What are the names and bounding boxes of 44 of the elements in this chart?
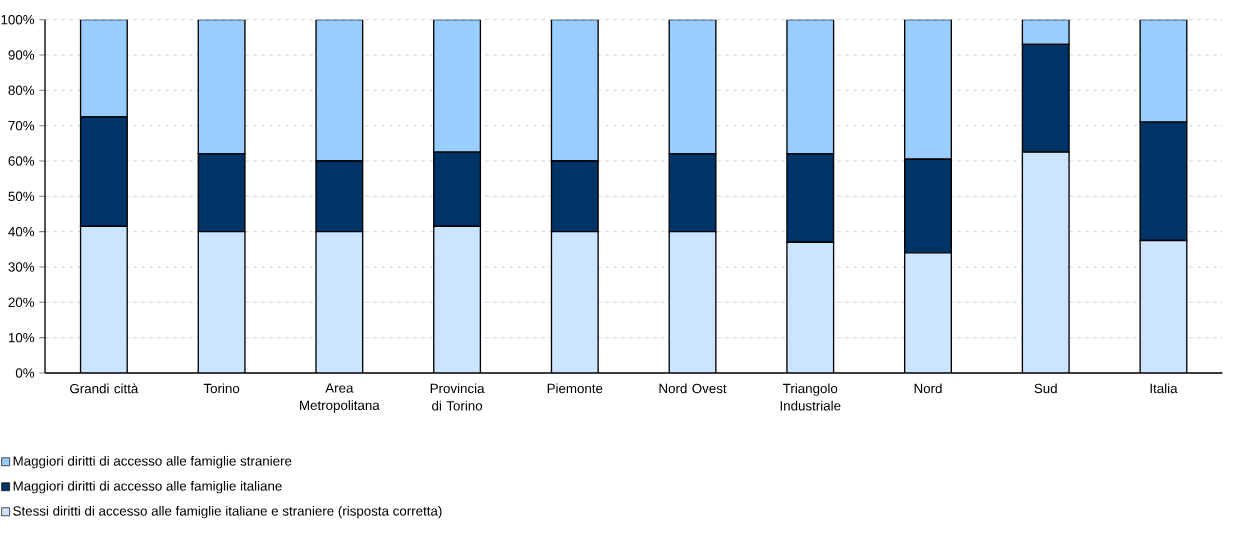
bar xyxy=(1139,19,1188,123)
x-tick-label: Provincia di Torino xyxy=(430,383,485,411)
bar xyxy=(1022,152,1070,373)
x-tick-label: Nord xyxy=(914,383,942,394)
bar xyxy=(904,252,952,373)
x-tick-label: Nord Ovest xyxy=(659,383,727,394)
bar xyxy=(550,19,599,162)
y-tick-label: 70% xyxy=(8,120,35,131)
bar xyxy=(668,19,717,155)
bar xyxy=(786,242,834,373)
x-tick-label: Triangolo Industriale xyxy=(780,383,841,411)
y-tick-label: 40% xyxy=(8,226,35,237)
y-tick-label: 20% xyxy=(8,297,35,308)
y-tick-label: 80% xyxy=(8,85,35,96)
legend-label: Stessi diritti di accesso alle famiglie italiane e straniere (risposta corretta) xyxy=(13,505,442,519)
x-tick-label: Sud xyxy=(1034,383,1057,394)
bar xyxy=(197,19,246,155)
y-tick-label: 100% xyxy=(1,14,35,25)
bar xyxy=(669,231,716,373)
bar xyxy=(551,231,599,373)
x-tick-label: Torino xyxy=(203,383,240,394)
y-tick-label: 30% xyxy=(8,262,35,272)
legend-label: Maggiori diritti di accesso alle famiglie italiane xyxy=(13,480,282,494)
legend-label: Maggiori diritti di accesso alle famiglie straniere xyxy=(13,455,292,469)
bar xyxy=(433,19,482,153)
bar xyxy=(903,19,952,160)
y-tick-label: 90% xyxy=(8,50,35,60)
y-tick-label: 50% xyxy=(8,191,35,202)
bar xyxy=(79,19,128,118)
bar xyxy=(1021,19,1070,46)
bar xyxy=(80,226,128,373)
bar xyxy=(316,231,363,373)
x-tick-label: Italia xyxy=(1150,383,1178,394)
x-tick-label: Grandi città xyxy=(70,383,139,394)
bar xyxy=(315,19,364,162)
bar xyxy=(433,226,481,373)
y-tick-label: 10% xyxy=(8,332,35,343)
bar xyxy=(1139,239,1188,373)
bar xyxy=(198,231,245,373)
y-tick-label: 60% xyxy=(8,156,35,166)
bar xyxy=(786,19,835,155)
y-tick-label: 0% xyxy=(15,368,35,378)
x-tick-label: Piemonte xyxy=(547,383,603,394)
x-tick-label: Area Metropolitana xyxy=(300,383,380,413)
